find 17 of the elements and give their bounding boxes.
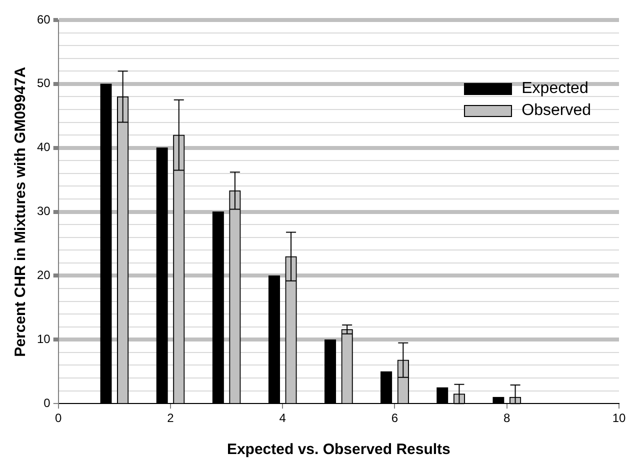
legend-label: Observed (522, 102, 591, 120)
x-tick-label: 10 (612, 411, 626, 426)
y-tick-label: 20 (36, 268, 51, 282)
x-tick-label: 6 (391, 411, 398, 426)
y-tick-label: 40 (36, 140, 51, 154)
y-axis-title: Percent CHR in Mixtures with GM09947A (12, 66, 30, 357)
y-tick-label: 50 (36, 76, 51, 90)
x-tick-label: 4 (279, 411, 286, 426)
x-tick-label: 8 (504, 411, 511, 426)
x-tick-label: 2 (167, 411, 174, 426)
legend-label: Expected (522, 80, 588, 98)
y-tick-label: 60 (36, 12, 51, 26)
y-tick-label: 0 (44, 396, 51, 410)
y-tick-label: 10 (36, 332, 51, 346)
x-axis-title: Expected vs. Observed Results (226, 441, 450, 458)
x-tick-label: 0 (55, 411, 62, 426)
y-tick-label: 30 (36, 204, 51, 218)
